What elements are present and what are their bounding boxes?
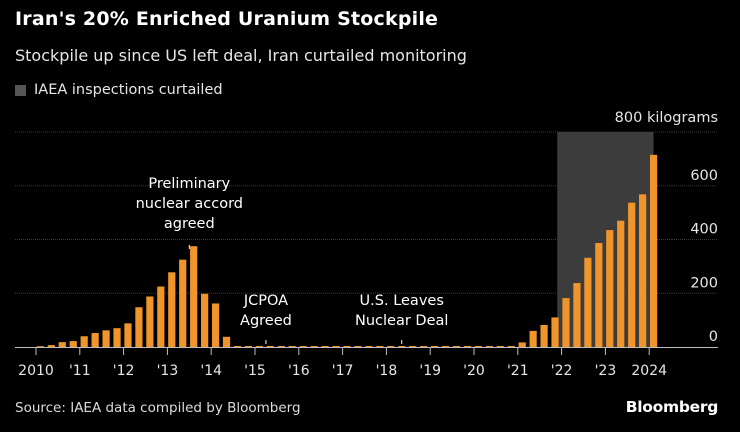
bar — [47, 345, 55, 347]
x-tick-label: 2024 — [631, 363, 667, 379]
x-tick-label: '14 — [200, 363, 222, 379]
bar — [288, 346, 296, 347]
bar — [551, 317, 559, 347]
bar — [562, 298, 570, 347]
bar — [58, 342, 66, 347]
x-tick-label: '17 — [332, 363, 354, 379]
bar — [365, 346, 373, 347]
chart-subtitle: Stockpile up since US left deal, Iran cu… — [15, 46, 467, 65]
bar — [113, 328, 121, 347]
bar — [628, 202, 636, 347]
bar — [80, 336, 88, 347]
bar — [584, 257, 592, 347]
bar — [617, 220, 625, 347]
legend-swatch — [15, 84, 26, 96]
annotation-text: agreed — [164, 216, 215, 232]
x-tick-label: '23 — [595, 363, 617, 379]
bar-layer — [36, 154, 658, 347]
bar — [518, 342, 526, 347]
x-tick-label: '21 — [507, 363, 529, 379]
x-tick-label: '19 — [419, 363, 441, 379]
annotation-text: U.S. Leaves — [360, 293, 444, 309]
x-tick-label: '13 — [157, 363, 179, 379]
y-unit-label: 800 kilograms — [615, 110, 718, 126]
bar — [507, 346, 515, 347]
bar — [201, 293, 209, 347]
bar — [573, 283, 581, 347]
bar — [69, 341, 77, 347]
bar — [485, 346, 493, 347]
y-tick-label: 0 — [709, 329, 718, 345]
bar — [266, 346, 274, 347]
bar — [222, 336, 231, 347]
bar — [332, 346, 340, 347]
bar — [496, 346, 504, 347]
bar — [179, 259, 187, 347]
x-tick-label: '12 — [113, 363, 135, 379]
bar — [452, 346, 461, 347]
bar — [474, 346, 482, 347]
y-tick-label: 600 — [690, 168, 718, 184]
bar — [441, 346, 450, 347]
bar — [595, 242, 603, 347]
bar — [233, 346, 242, 347]
bar — [91, 333, 99, 347]
bar — [540, 324, 548, 347]
chart-title: Iran's 20% Enriched Uranium Stockpile — [15, 8, 439, 30]
x-tick-label: 2010 — [18, 363, 54, 379]
bar — [376, 346, 384, 347]
annotation-text: nuclear accord — [136, 196, 243, 212]
bar — [430, 346, 439, 347]
bar — [387, 346, 395, 347]
bar — [606, 230, 614, 347]
legend-label: IAEA inspections curtailed — [34, 82, 223, 98]
bar — [168, 272, 176, 347]
x-tick-label: '22 — [551, 363, 573, 379]
bar — [420, 346, 428, 347]
bar — [244, 346, 253, 347]
bar — [211, 303, 220, 347]
x-tick-label: '15 — [244, 363, 266, 379]
annotation-text: Agreed — [240, 313, 292, 329]
bar — [36, 346, 44, 347]
bar — [321, 346, 329, 347]
bar — [409, 346, 417, 347]
bar — [146, 296, 154, 347]
annotation-layer: Preliminary nuclear accord agreed JCPOA Agre… — [136, 176, 448, 344]
bar — [135, 307, 143, 347]
bar — [157, 286, 165, 347]
bar — [299, 346, 307, 347]
annotation-text: Nuclear Deal — [355, 313, 448, 329]
bar — [255, 346, 263, 347]
annotation-text: Preliminary — [148, 176, 230, 192]
bar — [649, 154, 658, 347]
y-tick-label: 400 — [690, 222, 718, 238]
x-tick-label: '20 — [463, 363, 485, 379]
bar — [190, 246, 198, 347]
bar — [124, 323, 132, 347]
bar — [529, 330, 537, 347]
bar — [398, 346, 406, 347]
x-tick-label: '18 — [376, 363, 398, 379]
bar — [310, 346, 318, 347]
y-tick-label: 200 — [690, 275, 718, 291]
x-tick-label: '11 — [69, 363, 91, 379]
grid-layer — [15, 131, 718, 294]
bar — [463, 346, 472, 347]
source-note: Source: IAEA data compiled by Bloomberg — [15, 400, 301, 416]
bar — [343, 346, 351, 347]
x-tick-label: '16 — [288, 363, 310, 379]
bar — [277, 346, 285, 347]
bar — [102, 330, 110, 347]
brand-logo: Bloomberg — [625, 398, 719, 416]
axis-layer: 2010 '11 '12 '13 '14 '15 '16 '17 '18 '19 '20 '21 '22… — [15, 110, 718, 379]
bar — [639, 194, 647, 347]
annotation-text: JCPOA — [243, 293, 288, 309]
legend: IAEA inspections curtailed — [15, 82, 223, 98]
bar — [354, 346, 362, 347]
